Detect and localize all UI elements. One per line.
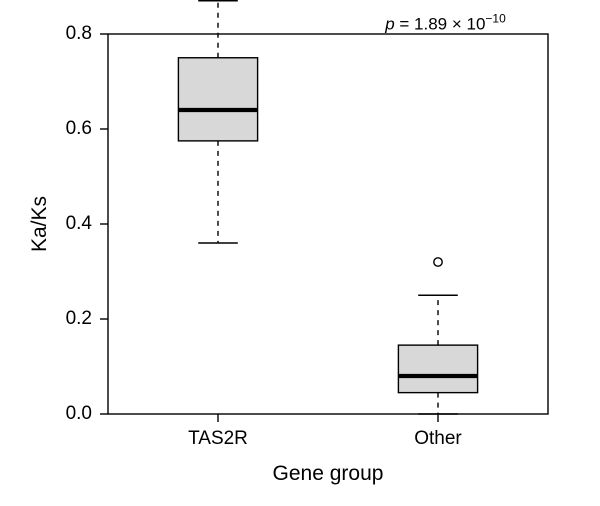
annot-times: ×	[447, 14, 466, 33]
box-rect	[178, 58, 257, 141]
annot-mantissa: 1.89	[414, 14, 447, 33]
y-tick-label: 0.6	[66, 118, 92, 139]
boxplot-chart: 0.0 0.2 0.4 0.6 0.8 TAS2R Other Ka/Ks Gene group…	[0, 0, 600, 506]
y-tick-label: 0.0	[66, 403, 92, 424]
x-axis-title: Gene group	[273, 462, 384, 485]
x-tick-label: Other	[414, 428, 462, 449]
y-axis-title: Ka/Ks	[28, 196, 51, 252]
annot-exponent: −10	[485, 11, 506, 25]
y-tick-label: 0.4	[66, 213, 93, 234]
y-tick-label: 0.8	[66, 23, 92, 44]
box-rect	[398, 345, 477, 393]
annot-eq: =	[395, 14, 414, 33]
annot-p: p	[384, 14, 394, 33]
x-tick-label: TAS2R	[188, 428, 248, 449]
chart-background	[0, 0, 600, 506]
annot-base: 10	[467, 14, 486, 33]
y-tick-label: 0.2	[66, 308, 92, 329]
